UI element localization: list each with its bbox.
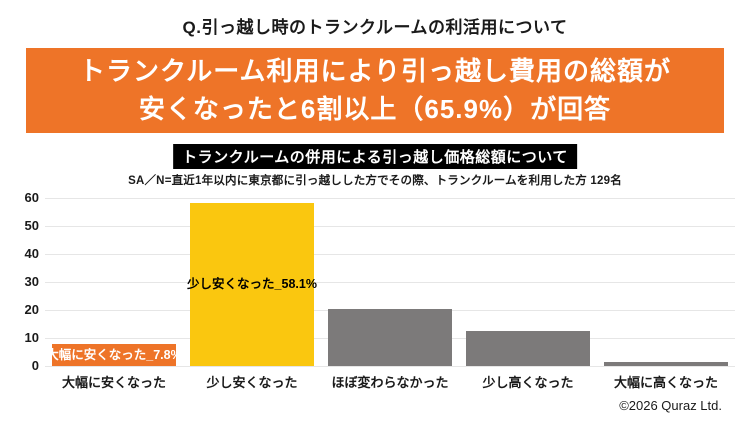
bar-data-label: 大幅に安くなった_7.8% bbox=[46, 347, 182, 362]
gridline bbox=[45, 198, 735, 199]
gridline bbox=[45, 282, 735, 283]
gridline bbox=[45, 226, 735, 227]
y-axis-tick-label: 40 bbox=[24, 246, 39, 261]
gridline bbox=[45, 254, 735, 255]
x-axis-label: 大幅に安くなった bbox=[61, 375, 166, 390]
bar-2: 少し安くなった_58.1% bbox=[187, 203, 317, 366]
x-axis-label: ほぼ変わらなかった bbox=[331, 375, 449, 390]
page-title: Q.引っ越し時のトランクルームの利活用について bbox=[182, 18, 568, 37]
bar-5 bbox=[604, 361, 728, 366]
copyright: ©2026 Quraz Ltd. bbox=[619, 398, 722, 413]
bar-3 bbox=[328, 309, 452, 366]
y-axis-tick-label: 20 bbox=[24, 302, 39, 317]
headline-banner: トランクルーム利用により引っ越し費用の総額が 安くなったと6割以上（65.9%）… bbox=[26, 48, 724, 133]
x-axis-label: 少し高くなった bbox=[482, 375, 574, 390]
gridline bbox=[45, 366, 735, 367]
bar-data-label: 少し安くなった_58.1% bbox=[187, 277, 317, 292]
headline-line2: 安くなったと6割以上（65.9%）が回答 bbox=[138, 93, 612, 124]
y-axis-tick-label: 50 bbox=[24, 218, 39, 233]
x-axis-label: 少し安くなった bbox=[206, 375, 298, 390]
chart-subtitle: SA／N=直近1年以内に東京都に引っ越しした方でその際、トランクルームを利用した… bbox=[128, 175, 622, 187]
chart-title: トランクルームの併用による引っ越し価格総額について bbox=[173, 144, 577, 169]
y-axis-tick-label: 0 bbox=[31, 358, 39, 373]
bar-4 bbox=[466, 331, 590, 366]
y-axis-tick-label: 60 bbox=[24, 190, 39, 205]
y-axis-tick-label: 10 bbox=[24, 330, 39, 345]
headline-line1: トランクルーム利用により引っ越し費用の総額が bbox=[79, 56, 671, 87]
y-axis-tick-label: 30 bbox=[24, 274, 39, 289]
x-axis-label: 大幅に高くなった bbox=[613, 375, 718, 390]
bar-chart: 0 10 20 30 40 50 60 大幅に安くなった_7.8% 大幅に安くなった 少し安くなっ… bbox=[0, 190, 750, 400]
bar-1: 大幅に安くなった_7.8% bbox=[46, 344, 182, 366]
